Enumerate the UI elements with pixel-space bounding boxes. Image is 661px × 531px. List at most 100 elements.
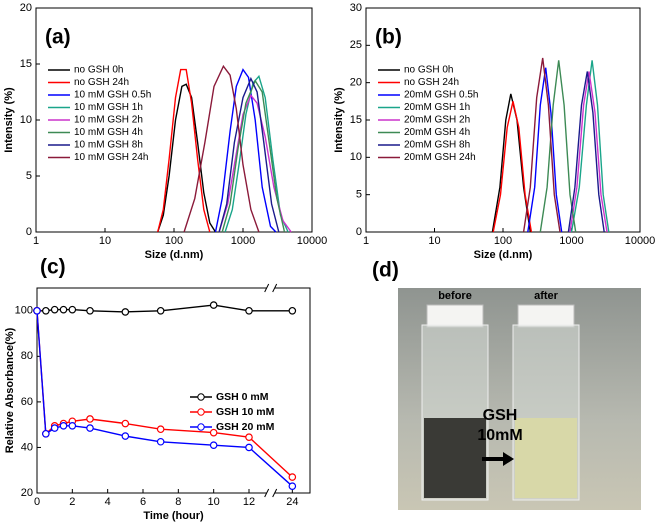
- panel-label: (b): [375, 26, 402, 49]
- series-line: [492, 101, 533, 233]
- y-tick-label: 15: [20, 58, 32, 70]
- y-tick-label: 20: [21, 487, 33, 499]
- axis-break: [266, 284, 275, 292]
- panel-label: (d): [372, 259, 399, 282]
- series-line: [183, 64, 260, 233]
- x-tick-label: 4: [105, 496, 111, 508]
- point: [156, 306, 165, 315]
- point: [209, 428, 218, 437]
- legend-marker: [197, 393, 205, 401]
- legend-label: 10 mM GSH 0.5h: [74, 90, 151, 101]
- x-tick-label: 10000: [625, 235, 656, 247]
- panel-label: (c): [40, 256, 66, 279]
- x-tick-label: 8: [175, 496, 181, 508]
- series-line: [527, 67, 563, 233]
- x-tick-label: 10: [208, 496, 220, 508]
- legend-label: 20mM GSH 2h: [404, 115, 470, 126]
- point: [59, 422, 68, 430]
- x-tick-label: 100: [494, 235, 512, 247]
- y-tick-label: 25: [350, 39, 362, 51]
- y-tick-label: 0: [26, 226, 32, 238]
- y-tick-label: 20: [350, 77, 362, 89]
- series-line: [214, 68, 277, 233]
- cap: [426, 304, 484, 328]
- before-label: before: [438, 290, 472, 302]
- y-axis-title: Relative Absorbance(%): [4, 327, 16, 453]
- series-line: [224, 74, 289, 233]
- photo-panel: (d) before after GSH 10mM: [372, 259, 641, 510]
- series-line: [491, 93, 531, 233]
- chart: (c)Time (hour)Relative Absorbance(%)0 2 4 6…: [4, 256, 311, 522]
- legend-label: 10 mM GSH 24h: [74, 152, 148, 163]
- point: [245, 443, 253, 452]
- cap: [517, 304, 575, 328]
- point: [245, 433, 253, 441]
- legend-label: 20mM GSH 8h: [404, 140, 470, 151]
- arrow: [482, 452, 514, 466]
- y-tick-label: 30: [350, 2, 362, 14]
- y-tick-label: 20: [20, 2, 32, 14]
- x-axis-title: Size (d.nm): [474, 249, 533, 261]
- point: [33, 306, 41, 315]
- y-tick-label: 40: [21, 441, 33, 453]
- x-tick-label: 10: [99, 235, 111, 247]
- y-tick-label: 60: [21, 396, 33, 408]
- y-tick-label: 0: [356, 226, 362, 238]
- legend-label: 10 mM GSH 2h: [74, 115, 143, 126]
- y-tick-label: 100: [15, 305, 33, 317]
- point: [50, 424, 59, 432]
- legend-label: GSH 10 mM: [216, 406, 275, 418]
- axis-break-mark: [264, 488, 278, 498]
- x-tick-label: 100: [165, 235, 183, 247]
- y-tick-label: 10: [350, 151, 362, 163]
- series-line: [221, 79, 286, 233]
- point: [50, 305, 59, 314]
- x-axis-title: Size (d.nm): [145, 249, 204, 261]
- axis-break: [266, 489, 275, 497]
- x-tick-label: 12: [243, 496, 255, 508]
- y-tick-label: 80: [21, 350, 33, 362]
- series-line: [218, 76, 280, 233]
- axis-break-mark: [264, 283, 278, 293]
- point: [59, 305, 68, 314]
- concentration-label: 10mM: [477, 427, 522, 444]
- x-tick-label: 10000: [297, 235, 328, 247]
- series-line: [570, 60, 610, 233]
- series-line: [567, 71, 605, 233]
- legend-label: GSH 0 mM: [216, 391, 269, 403]
- legend-label: 20mM GSH 4h: [404, 127, 470, 138]
- x-axis-title: Time (hour): [143, 510, 204, 522]
- legend-label: no GSH 0h: [74, 65, 123, 76]
- series-line: [157, 68, 211, 233]
- point: [121, 432, 130, 440]
- point: [245, 306, 253, 315]
- x-tick-label: 10: [428, 235, 440, 247]
- x-tick-label: 24: [286, 496, 298, 508]
- y-axis-title: Intensity (%): [333, 87, 345, 153]
- point: [68, 422, 77, 430]
- point: [156, 425, 165, 434]
- y-tick-label: 15: [350, 114, 362, 126]
- point: [86, 306, 94, 315]
- x-tick-label: 1000: [231, 235, 255, 247]
- point: [121, 419, 130, 428]
- legend-label: 20mM GSH 24h: [404, 152, 476, 163]
- legend-label: no GSH 24h: [74, 77, 129, 88]
- series-line: [569, 71, 608, 233]
- legend-label: 20mM GSH 1h: [404, 102, 470, 113]
- chart: (b)Size (d.nm)Intensity (%)1 10 100 1000 100…: [333, 2, 655, 261]
- point: [288, 482, 297, 490]
- point: [86, 424, 94, 432]
- series-line: [522, 57, 561, 233]
- point: [288, 306, 297, 315]
- point: [121, 308, 130, 316]
- plot-frame: [36, 287, 311, 494]
- legend-label: no GSH 24h: [404, 77, 459, 88]
- legend-label: 10 mM GSH 8h: [74, 140, 143, 151]
- legend-marker: [197, 423, 205, 431]
- point: [42, 306, 50, 315]
- x-tick-label: 1: [33, 235, 39, 247]
- point: [288, 473, 297, 481]
- liquid-pale: [515, 418, 577, 498]
